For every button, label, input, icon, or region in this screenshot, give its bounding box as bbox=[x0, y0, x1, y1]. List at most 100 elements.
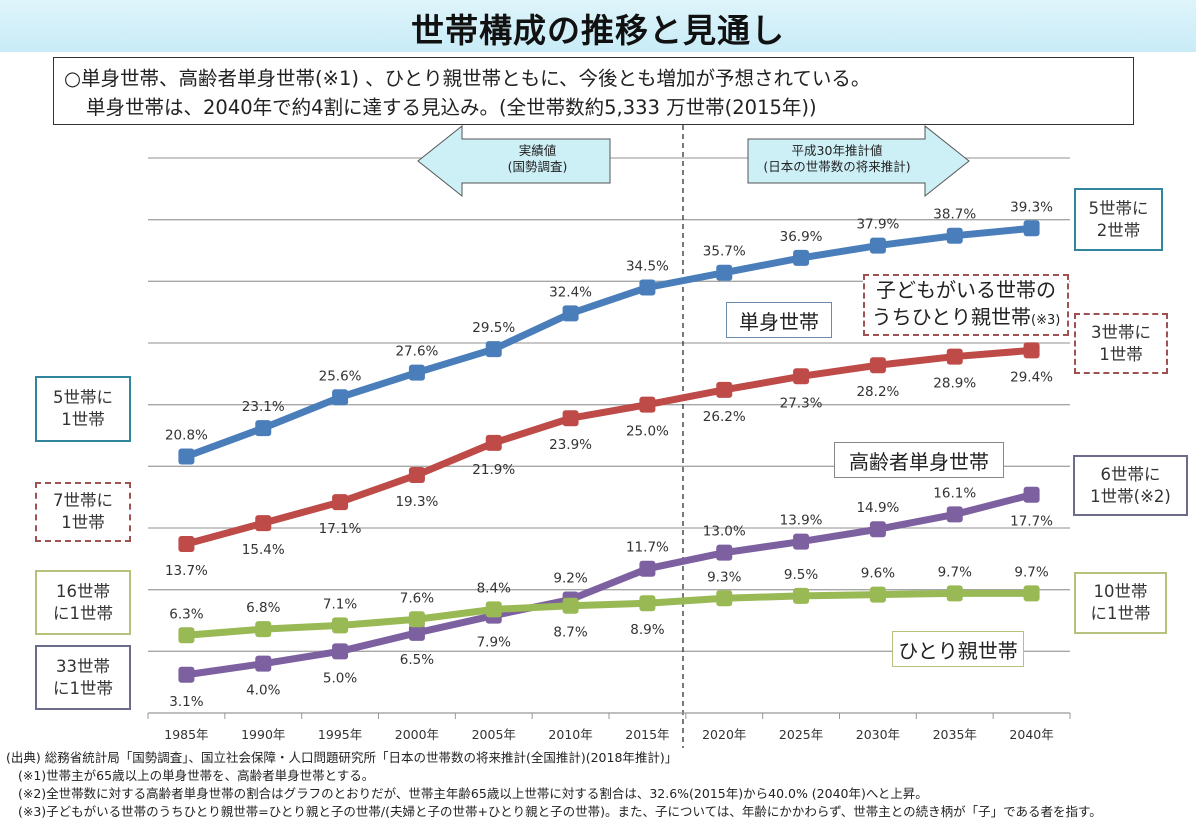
data-point bbox=[869, 357, 886, 374]
footnote-2: (※2)全世帯数に対する高齢者単身世帯の割合はグラフのとおりだが、世帯主年齢65… bbox=[18, 786, 928, 801]
gridlines bbox=[148, 157, 1070, 652]
data-label: 5.0% bbox=[323, 670, 357, 686]
data-label: 16.1% bbox=[933, 485, 976, 501]
data-label: 17.1% bbox=[319, 521, 362, 537]
data-point bbox=[408, 624, 425, 641]
data-point bbox=[946, 506, 963, 523]
series-line-single_parent bbox=[186, 589, 1032, 639]
series-single bbox=[178, 220, 1040, 465]
data-label: 6.5% bbox=[400, 652, 434, 668]
data-point bbox=[332, 494, 349, 511]
series-label-single-parent-of-child: 子どもがいる世帯の うちひとり親世帯(※3) bbox=[863, 274, 1069, 336]
data-label: 25.0% bbox=[626, 424, 669, 440]
ratio-box-line-2: 2世帯 bbox=[1096, 220, 1141, 240]
ratio-box-line-1: 3世帯に bbox=[1091, 322, 1151, 342]
data-label: 9.7% bbox=[1014, 564, 1048, 580]
ratio-box-line-2: に1世帯 bbox=[53, 678, 113, 698]
data-label: 23.9% bbox=[549, 437, 592, 453]
actual-period-label: 実績値 (国勢調査) bbox=[470, 143, 605, 175]
ratio-box-right-single: 5世帯に 2世帯 bbox=[1074, 188, 1163, 251]
data-point bbox=[332, 389, 349, 406]
data-label: 19.3% bbox=[395, 494, 438, 510]
data-label: 15.4% bbox=[242, 542, 285, 558]
data-label: 14.9% bbox=[856, 500, 899, 516]
data-label: 6.8% bbox=[246, 600, 280, 616]
data-label: 27.3% bbox=[780, 395, 823, 411]
summary-box: ○単身世帯、高齢者単身世帯(※1) 、ひとり親世帯ともに、今後とも増加が予想され… bbox=[53, 57, 1134, 125]
ratio-box-line-1: 5世帯に bbox=[53, 388, 113, 407]
data-point bbox=[485, 601, 502, 618]
data-label: 9.6% bbox=[861, 566, 895, 582]
actual-period-label-line-1: 実績値 bbox=[518, 143, 557, 158]
x-tick-label: 1990年 bbox=[241, 727, 285, 742]
data-point bbox=[869, 521, 886, 538]
page-title: 世帯構成の推移と見通し bbox=[411, 11, 785, 50]
ratio-box-line-2: 1世帯 bbox=[1099, 344, 1143, 364]
data-label: 4.0% bbox=[246, 683, 280, 699]
data-point bbox=[639, 396, 656, 413]
data-point bbox=[869, 237, 886, 254]
summary-line-2: 単身世帯は、2040年で約4割に達する見込み。(全世帯数約5,333 万世帯(2… bbox=[86, 96, 817, 119]
data-label: 21.9% bbox=[472, 462, 515, 478]
ratio-box-left-single-parent-of-child: 7世帯に 1世帯 bbox=[35, 482, 131, 542]
ratio-box-line-1: 33世帯 bbox=[56, 656, 110, 676]
data-point bbox=[716, 264, 733, 281]
data-label: 25.6% bbox=[319, 368, 362, 384]
series-label-single: 単身世帯 bbox=[726, 302, 832, 338]
data-point bbox=[639, 560, 656, 577]
title-band bbox=[0, 0, 1196, 52]
ratio-box-line-1: 6世帯に bbox=[1100, 464, 1161, 484]
data-point bbox=[1023, 342, 1040, 359]
data-point bbox=[1023, 585, 1040, 602]
data-point bbox=[716, 544, 733, 561]
data-point bbox=[178, 627, 195, 644]
ratio-box-right-single-parent-of-child: 3世帯に 1世帯 bbox=[1074, 313, 1168, 374]
data-label: 7.6% bbox=[400, 590, 434, 606]
data-label: 7.1% bbox=[323, 596, 357, 612]
data-label: 29.5% bbox=[472, 320, 515, 336]
footnotes: (出典) 総務省統計局「国勢調査」、国立社会保障・人口問題研究所「日本の世帯数の… bbox=[6, 749, 1102, 821]
data-point bbox=[869, 586, 886, 603]
data-point bbox=[793, 368, 810, 385]
x-tick-label: 2025年 bbox=[779, 727, 823, 742]
data-point bbox=[332, 643, 349, 660]
data-label: 38.7% bbox=[933, 207, 976, 223]
projection-period-label-line-1: 平成30年推計値 bbox=[791, 143, 883, 158]
actual-period-arrow bbox=[417, 124, 611, 198]
series-label-line-2: うちひとり親世帯(※3) bbox=[871, 304, 1061, 329]
series-line-single_parent_of_child bbox=[185, 346, 1032, 548]
data-point bbox=[408, 364, 425, 381]
data-point bbox=[793, 533, 810, 550]
data-label: 26.2% bbox=[703, 409, 746, 425]
x-tick-label: 2040年 bbox=[1009, 727, 1053, 742]
data-label: 3.1% bbox=[169, 694, 203, 710]
data-point bbox=[178, 536, 195, 553]
series-single_parent bbox=[178, 585, 1040, 644]
data-label: 7.9% bbox=[477, 635, 511, 651]
data-point bbox=[946, 348, 963, 365]
data-label: 28.9% bbox=[933, 376, 976, 392]
ratio-box-right-single-parent: 10世帯 に1世帯 bbox=[1074, 572, 1167, 634]
footnote-source: (出典) 総務省統計局「国勢調査」、国立社会保障・人口問題研究所「日本の世帯数の… bbox=[6, 750, 678, 765]
data-point bbox=[1023, 486, 1040, 503]
data-point bbox=[485, 341, 502, 358]
data-point bbox=[639, 595, 656, 612]
ratio-box-left-single: 5世帯に 1世帯 bbox=[35, 376, 131, 442]
data-point bbox=[562, 305, 579, 322]
data-point bbox=[562, 597, 579, 614]
x-tick-label: 2010年 bbox=[548, 727, 592, 742]
data-label: 6.3% bbox=[169, 606, 203, 622]
series-single_parent_of_child bbox=[178, 342, 1040, 553]
data-point bbox=[408, 611, 425, 628]
data-point bbox=[716, 590, 733, 607]
ratio-box-line-1: 16世帯 bbox=[56, 581, 110, 601]
ratio-box-line-2: 1世帯(※2) bbox=[1090, 486, 1171, 506]
footnote-3: (※3)子どもがいる世帯のうちひとり親世帯=ひとり親と子の世帯/(夫婦と子の世帯… bbox=[18, 804, 1102, 819]
x-tick-label: 2000年 bbox=[395, 727, 439, 742]
series-label-line-1: 子どもがいる世帯の bbox=[876, 277, 1056, 302]
data-point bbox=[178, 666, 195, 683]
data-label: 36.9% bbox=[780, 229, 823, 245]
data-label: 9.5% bbox=[784, 567, 818, 583]
data-label: 34.5% bbox=[626, 259, 669, 275]
